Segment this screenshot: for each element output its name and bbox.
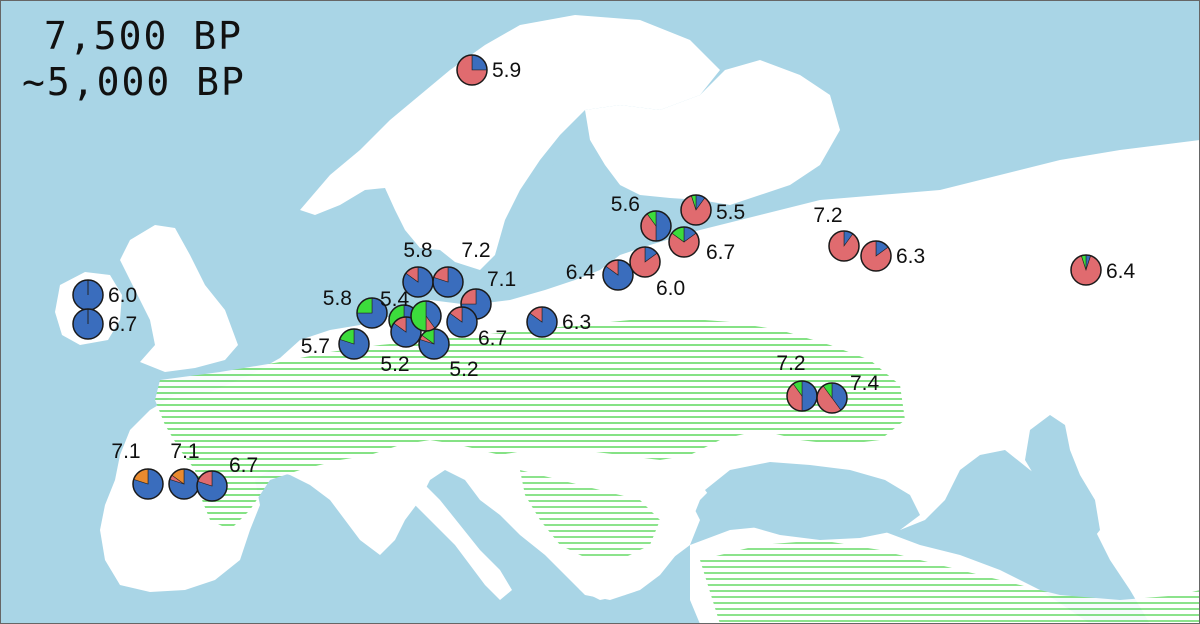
pie-outline	[629, 246, 661, 278]
hatched-region-south	[700, 540, 1200, 624]
hatched-region	[155, 318, 905, 530]
sample-label: 6.7	[229, 454, 258, 477]
sample-label: 7.2	[776, 352, 805, 375]
sample-label: 5.8	[403, 239, 432, 262]
sample-label: 7.2	[461, 239, 490, 262]
time-label-start: 7,500 BP	[44, 14, 244, 58]
pie-outline	[356, 297, 388, 329]
sample-label: 5.5	[716, 201, 745, 224]
pie-outline	[680, 194, 712, 226]
sample-pie-russia-a: 7.2	[813, 204, 860, 262]
finland-land	[585, 60, 840, 205]
sample-label: 6.3	[562, 311, 591, 334]
sample-pie-germany-c	[410, 300, 442, 332]
pie-outline	[446, 306, 478, 338]
pie-outline	[72, 308, 104, 340]
pie-outline	[602, 259, 634, 291]
sample-label: 5.8	[323, 287, 352, 310]
sample-pie-finland-b: 5.5	[680, 194, 745, 226]
sample-label: 5.4	[380, 288, 410, 311]
pie-outline	[456, 54, 488, 86]
sample-label: 6.7	[478, 327, 507, 350]
black-sea	[705, 462, 920, 540]
sample-pie-netherlands-c: 5.7	[301, 328, 370, 360]
sample-label: 6.4	[1106, 260, 1136, 283]
sample-label: 6.0	[656, 277, 685, 300]
pie-outline	[860, 240, 892, 272]
britain-land	[120, 225, 238, 372]
pie-outline	[432, 266, 464, 298]
sample-pie-ukraine-b: 7.4	[816, 372, 880, 414]
italy-land	[380, 470, 512, 600]
sample-pie-russia-c: 6.4	[1070, 254, 1136, 286]
pie-outline	[526, 306, 558, 338]
sample-pie-spain-c: 6.7	[196, 454, 258, 502]
sample-label: 5.2	[449, 358, 478, 381]
sample-pies: 5.9 6.0 6.7 7.1 7.1 6.7 5.8 5.4 5.7 5.2 5.2 5.8 7.2 7…	[72, 54, 1136, 502]
sample-label: 5.9	[492, 59, 521, 82]
sample-pie-ireland-b: 6.7	[72, 308, 137, 340]
sample-label: 6.7	[706, 241, 735, 264]
time-label-end: ~5,000 BP	[22, 60, 246, 104]
pie-outline	[640, 210, 672, 242]
sample-label: 6.0	[108, 284, 137, 307]
sample-label: 7.4	[850, 372, 880, 395]
sample-pie-ukraine-a: 7.2	[776, 352, 818, 412]
pie-outline	[132, 468, 164, 500]
sample-label: 7.1	[170, 440, 199, 463]
sample-pie-norway-north: 5.9	[456, 54, 521, 86]
pie-outline	[410, 300, 442, 332]
sample-pie-finland-c: 6.7	[668, 226, 735, 264]
sample-pie-germany-e: 6.7	[446, 306, 507, 350]
sample-pie-denmark-a: 5.8	[402, 239, 434, 298]
pie-outline	[338, 328, 370, 360]
sample-label: 7.1	[487, 268, 516, 291]
sample-label: 7.1	[111, 440, 140, 463]
sample-pie-spain-a: 7.1	[111, 440, 164, 500]
pie-outline	[390, 316, 422, 348]
sample-label: 6.3	[896, 245, 925, 268]
sample-pie-denmark-b: 7.2	[432, 239, 491, 298]
sample-pie-finland-a: 5.6	[611, 193, 672, 242]
scandinavia-land	[300, 15, 720, 270]
sample-pie-ireland-a: 6.0	[72, 279, 137, 311]
hatched-region-balkan	[520, 470, 660, 560]
sample-label: 6.7	[108, 313, 137, 336]
baltic-sea	[490, 140, 620, 290]
sample-label: 6.4	[566, 261, 596, 284]
pie-outline	[816, 382, 848, 414]
sample-pie-poland-a: 6.3	[526, 306, 591, 338]
pie-outline	[1070, 254, 1102, 286]
pie-outline	[668, 226, 700, 258]
sample-pie-germany-b: 5.2	[418, 328, 479, 381]
pie-outline	[196, 470, 228, 502]
sample-pie-spain-b: 7.1	[168, 440, 200, 500]
sample-pie-baltic-a: 6.4	[566, 259, 634, 291]
sample-label: 7.2	[813, 204, 842, 227]
pie-outline	[828, 230, 860, 262]
sample-pie-baltic-b: 6.0	[629, 246, 685, 300]
sample-label: 5.7	[301, 335, 330, 358]
sample-label: 5.2	[380, 353, 409, 376]
sample-pie-russia-b: 6.3	[860, 240, 925, 272]
caspian-sea	[1025, 415, 1100, 545]
sample-label: 5.6	[611, 193, 640, 216]
sample-pie-netherlands-a: 5.8	[323, 287, 388, 329]
